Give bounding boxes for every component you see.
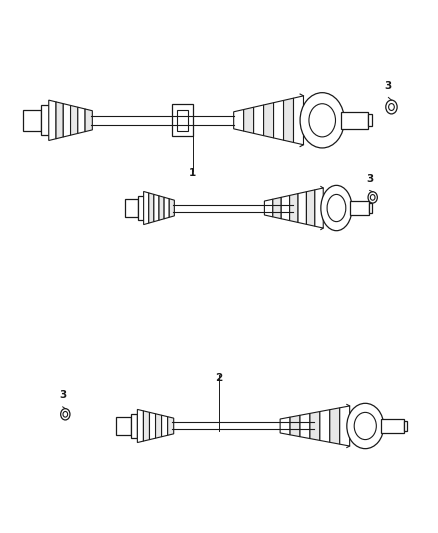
Polygon shape bbox=[310, 411, 320, 440]
Text: 3: 3 bbox=[385, 81, 392, 91]
Polygon shape bbox=[350, 112, 351, 129]
Polygon shape bbox=[273, 197, 281, 219]
Polygon shape bbox=[126, 417, 127, 435]
Polygon shape bbox=[22, 110, 41, 131]
Polygon shape bbox=[356, 201, 357, 215]
Polygon shape bbox=[265, 199, 273, 217]
Polygon shape bbox=[381, 419, 404, 433]
Polygon shape bbox=[283, 98, 293, 142]
Ellipse shape bbox=[354, 413, 376, 440]
Polygon shape bbox=[340, 406, 350, 446]
Polygon shape bbox=[341, 112, 368, 129]
Polygon shape bbox=[131, 414, 138, 438]
Polygon shape bbox=[149, 413, 155, 440]
Polygon shape bbox=[290, 415, 300, 437]
Polygon shape bbox=[364, 201, 365, 215]
Polygon shape bbox=[155, 414, 162, 438]
Polygon shape bbox=[280, 417, 290, 435]
Polygon shape bbox=[264, 103, 274, 138]
Polygon shape bbox=[164, 197, 169, 219]
Ellipse shape bbox=[300, 93, 344, 148]
Polygon shape bbox=[78, 107, 85, 133]
Polygon shape bbox=[49, 100, 56, 141]
Polygon shape bbox=[138, 196, 144, 220]
Polygon shape bbox=[244, 107, 254, 133]
Polygon shape bbox=[125, 199, 138, 217]
Circle shape bbox=[389, 103, 394, 110]
Ellipse shape bbox=[309, 104, 336, 137]
Text: 3: 3 bbox=[366, 174, 373, 184]
Polygon shape bbox=[274, 100, 283, 140]
Polygon shape bbox=[233, 109, 244, 131]
Circle shape bbox=[368, 192, 378, 203]
Polygon shape bbox=[56, 102, 63, 139]
Polygon shape bbox=[356, 112, 357, 129]
Polygon shape bbox=[360, 201, 361, 215]
Polygon shape bbox=[307, 190, 315, 226]
Polygon shape bbox=[352, 201, 353, 215]
Polygon shape bbox=[281, 196, 290, 221]
Circle shape bbox=[60, 409, 70, 420]
Polygon shape bbox=[293, 96, 304, 145]
Polygon shape bbox=[300, 414, 310, 439]
Polygon shape bbox=[404, 421, 407, 431]
Polygon shape bbox=[369, 203, 372, 213]
Polygon shape bbox=[119, 417, 120, 435]
Ellipse shape bbox=[347, 403, 384, 449]
Polygon shape bbox=[298, 192, 307, 224]
Polygon shape bbox=[138, 409, 143, 442]
Polygon shape bbox=[30, 110, 32, 131]
Polygon shape bbox=[344, 112, 345, 129]
Polygon shape bbox=[350, 201, 369, 215]
Polygon shape bbox=[254, 105, 264, 135]
Ellipse shape bbox=[327, 195, 346, 222]
Polygon shape bbox=[26, 110, 27, 131]
Polygon shape bbox=[177, 110, 188, 131]
Polygon shape bbox=[383, 419, 385, 433]
Polygon shape bbox=[159, 196, 164, 220]
Polygon shape bbox=[368, 115, 372, 126]
Polygon shape bbox=[154, 195, 159, 222]
Polygon shape bbox=[116, 417, 131, 435]
Polygon shape bbox=[173, 104, 193, 136]
Polygon shape bbox=[122, 417, 123, 435]
Polygon shape bbox=[290, 193, 298, 222]
Polygon shape bbox=[388, 419, 389, 433]
Polygon shape bbox=[162, 415, 168, 437]
Polygon shape bbox=[71, 106, 78, 135]
Ellipse shape bbox=[321, 185, 352, 231]
Polygon shape bbox=[143, 411, 149, 441]
Polygon shape bbox=[149, 193, 154, 223]
Polygon shape bbox=[63, 103, 71, 137]
Circle shape bbox=[386, 100, 397, 114]
Polygon shape bbox=[330, 408, 340, 444]
Polygon shape bbox=[362, 112, 363, 129]
Text: 1: 1 bbox=[189, 168, 196, 178]
Polygon shape bbox=[398, 419, 399, 433]
Polygon shape bbox=[320, 410, 330, 442]
Polygon shape bbox=[41, 106, 49, 135]
Polygon shape bbox=[168, 417, 174, 435]
Polygon shape bbox=[85, 109, 92, 132]
Text: 2: 2 bbox=[215, 373, 223, 383]
Circle shape bbox=[371, 195, 375, 200]
Polygon shape bbox=[144, 191, 149, 224]
Polygon shape bbox=[169, 199, 174, 217]
Text: 3: 3 bbox=[59, 391, 66, 400]
Polygon shape bbox=[315, 188, 323, 228]
Circle shape bbox=[63, 411, 67, 417]
Polygon shape bbox=[393, 419, 394, 433]
